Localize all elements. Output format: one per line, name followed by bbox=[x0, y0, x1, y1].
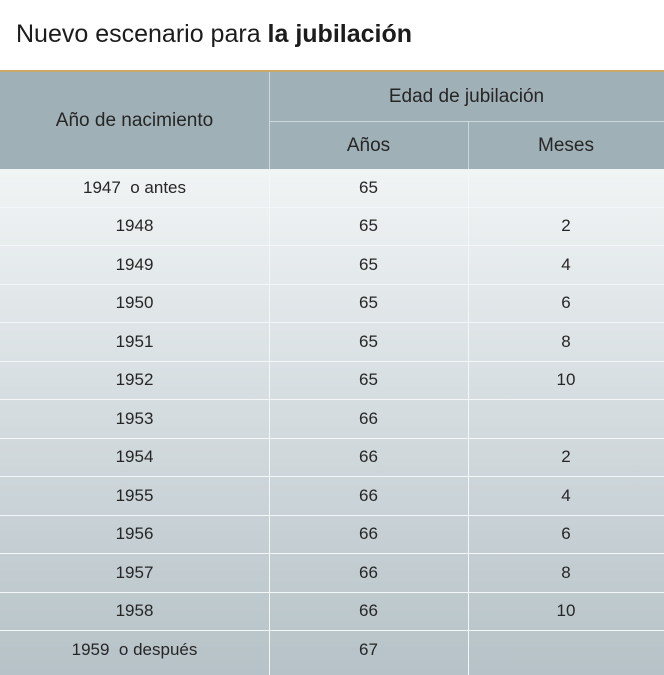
title-bold: la jubilación bbox=[267, 20, 413, 48]
table-row: 1955 66 4 bbox=[0, 477, 664, 516]
cell-months: 8 bbox=[561, 562, 571, 582]
header-retirement-age: Edad de jubilación bbox=[388, 85, 545, 107]
cell-birth-year: 1953 bbox=[115, 408, 154, 428]
cell-years: 66 bbox=[359, 485, 378, 505]
cell-months: 10 bbox=[556, 601, 576, 621]
header-divider-horizontal bbox=[269, 121, 664, 122]
cell-years: 66 bbox=[359, 408, 378, 428]
cell-months bbox=[468, 631, 664, 670]
table-row: 1957 66 8 bbox=[0, 554, 664, 593]
cell-birth-year: 1954 bbox=[115, 447, 154, 467]
column-divider bbox=[269, 169, 270, 675]
table-row: 1947 o antes 65 bbox=[0, 169, 664, 208]
cell-years: 65 bbox=[359, 177, 378, 197]
header-years: Años bbox=[346, 134, 391, 156]
table-body: 1947 o antes 65 1948 65 2 1949 65 4 1950 65 6 1951 6… bbox=[0, 169, 664, 675]
cell-years: 66 bbox=[359, 447, 378, 467]
cell-birth-year: 1959 o después bbox=[71, 640, 198, 660]
cell-years: 66 bbox=[359, 524, 378, 544]
cell-birth-year: 1949 bbox=[115, 254, 154, 274]
table-row: 1951 65 8 bbox=[0, 323, 664, 362]
header-divider-vertical bbox=[269, 72, 270, 169]
table-row: 1948 65 2 bbox=[0, 208, 664, 246]
table-row: 1949 65 4 bbox=[0, 246, 664, 285]
cell-years: 65 bbox=[359, 216, 378, 236]
column-divider bbox=[468, 169, 469, 675]
cell-months: 4 bbox=[561, 485, 571, 505]
cell-birth-year: 1952 bbox=[115, 370, 154, 390]
cell-years: 66 bbox=[359, 562, 378, 582]
cell-birth-year: 1957 bbox=[115, 562, 154, 582]
cell-months: 10 bbox=[556, 370, 576, 390]
title-divider bbox=[0, 70, 664, 72]
cell-months bbox=[468, 169, 664, 207]
table-row: 1956 66 6 bbox=[0, 516, 664, 554]
title-regular: Nuevo escenario para bbox=[16, 20, 268, 48]
header-birth-year: Año de nacimiento bbox=[55, 109, 214, 131]
cell-months: 6 bbox=[561, 524, 571, 544]
cell-birth-year: 1956 bbox=[115, 524, 154, 544]
cell-birth-year: 1948 bbox=[115, 216, 154, 236]
cell-months: 6 bbox=[561, 293, 571, 313]
cell-months: 8 bbox=[561, 331, 571, 351]
cell-years: 65 bbox=[359, 293, 378, 313]
cell-months: 2 bbox=[561, 447, 571, 467]
table-header: Año de nacimiento Edad de jubilación Año… bbox=[0, 72, 664, 169]
table-row: 1958 66 10 bbox=[0, 593, 664, 631]
cell-birth-year: 1950 bbox=[115, 293, 154, 313]
table-row: 1950 65 6 bbox=[0, 285, 664, 323]
cell-birth-year: 1955 bbox=[115, 485, 154, 505]
cell-years: 67 bbox=[359, 640, 378, 660]
cell-months: 2 bbox=[561, 216, 571, 236]
cell-months bbox=[468, 400, 664, 438]
cell-birth-year: 1958 bbox=[115, 601, 154, 621]
cell-birth-year: 1951 bbox=[115, 331, 154, 351]
table-row: 1952 65 10 bbox=[0, 362, 664, 400]
cell-years: 65 bbox=[359, 254, 378, 274]
cell-years: 65 bbox=[359, 370, 378, 390]
cell-birth-year: 1947 o antes bbox=[82, 177, 187, 197]
cell-years: 65 bbox=[359, 331, 378, 351]
cell-months: 4 bbox=[561, 254, 571, 274]
header-divider-vertical bbox=[468, 121, 469, 169]
page-title: Nuevo escenario para la jubilación bbox=[16, 20, 412, 49]
table-row: 1954 66 2 bbox=[0, 439, 664, 477]
table-row: 1953 66 bbox=[0, 400, 664, 439]
cell-years: 66 bbox=[359, 601, 378, 621]
table-row: 1959 o después 67 bbox=[0, 631, 664, 670]
header-months: Meses bbox=[538, 134, 594, 156]
